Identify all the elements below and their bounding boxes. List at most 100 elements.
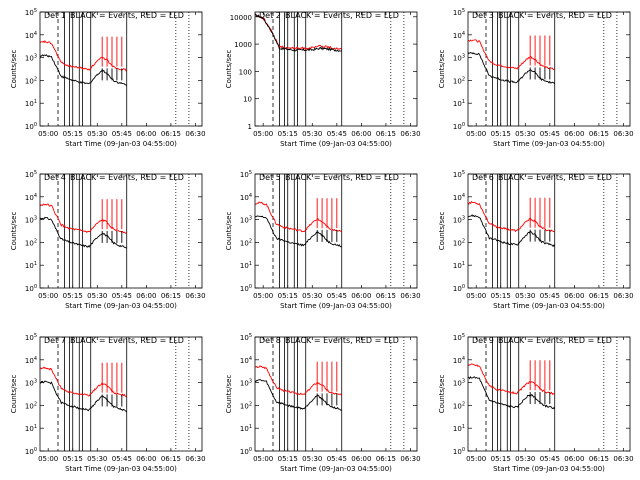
x-tick-label: 05:30	[302, 292, 322, 300]
x-tick-label: 06:15	[161, 292, 181, 300]
x-tick-label: 05:00	[253, 455, 273, 463]
y-tick-label: 100	[453, 122, 465, 131]
chart-title: Det 7	[44, 336, 66, 345]
x-tick-label: 06:00	[351, 455, 371, 463]
legend-text: BLACK = Events, RED = LLD	[498, 336, 612, 345]
y-tick-label: 103	[453, 216, 465, 225]
y-tick-label: 100	[240, 447, 252, 456]
y-tick-label: 101	[453, 261, 465, 270]
y-tick-label: 101	[453, 99, 465, 108]
x-tick-label: 05:00	[466, 292, 486, 300]
x-tick-label: 06:30	[400, 292, 420, 300]
x-tick-label: 05:15	[491, 130, 511, 138]
legend-text: BLACK = Events, RED = LLD	[70, 336, 184, 345]
x-tick-label: 06:00	[136, 130, 156, 138]
x-tick-label: 06:00	[351, 130, 371, 138]
y-tick-label: 100	[240, 284, 252, 293]
plot-frame	[254, 173, 418, 289]
series-line-events	[254, 13, 342, 53]
chart-panel-2: 05:00 05:15 05:30 05:45 06:00 06:15 06:30 1 10 10…	[225, 11, 421, 148]
legend-text: BLACK = Events, RED = LLD	[70, 11, 184, 20]
plot-frame	[467, 11, 631, 127]
y-tick-label: 101	[240, 261, 252, 270]
y-axis-label: Counts/sec	[438, 212, 446, 251]
chart-title: Det 2	[259, 11, 281, 20]
x-tick-label: 06:30	[185, 292, 205, 300]
legend-text: BLACK = Events, RED = LLD	[498, 11, 612, 20]
x-tick-label: 05:45	[327, 292, 347, 300]
y-tick-label: 103	[25, 54, 37, 63]
series-line-events	[39, 54, 127, 86]
chart-panel-4: 05:00 05:15 05:30 05:45 06:00 06:15 06:30 100 10…	[10, 170, 206, 310]
x-tick-label: 06:30	[185, 130, 205, 138]
x-axis-label: Start Time (09-Jan-03 04:55:00)	[65, 140, 177, 148]
plot-frame	[467, 173, 631, 289]
x-tick-label: 05:45	[540, 130, 560, 138]
y-tick-label: 101	[240, 424, 252, 433]
y-axis-label: Counts/sec	[438, 50, 446, 89]
chart-panel-7: 05:00 05:15 05:30 05:45 06:00 06:15 06:30 100 10…	[10, 333, 206, 473]
x-tick-label: 05:30	[515, 292, 535, 300]
y-tick-label: 1	[248, 123, 252, 131]
x-tick-label: 05:00	[253, 130, 273, 138]
legend-text: BLACK = Events, RED = LLD	[70, 173, 184, 182]
x-tick-label: 05:15	[491, 455, 511, 463]
y-axis-label: Counts/sec	[10, 212, 18, 251]
y-tick-label: 103	[240, 216, 252, 225]
x-tick-label: 05:45	[112, 130, 132, 138]
series-line-lld	[254, 201, 342, 233]
chart-title: Det 4	[44, 173, 66, 182]
y-tick-label: 100	[25, 447, 37, 456]
x-tick-label: 06:30	[400, 455, 420, 463]
x-tick-label: 06:30	[613, 455, 633, 463]
x-axis-label: Start Time (09-Jan-03 04:55:00)	[65, 465, 177, 473]
x-tick-label: 05:00	[38, 455, 58, 463]
x-axis-label: Start Time (09-Jan-03 04:55:00)	[280, 465, 392, 473]
series-line-lld	[39, 366, 127, 398]
x-tick-label: 05:00	[38, 292, 58, 300]
x-tick-label: 06:30	[400, 130, 420, 138]
y-tick-label: 102	[453, 238, 465, 247]
x-tick-label: 06:30	[613, 292, 633, 300]
x-tick-label: 05:00	[466, 455, 486, 463]
y-axis-label: Counts/sec	[225, 375, 233, 414]
plot-frame	[467, 336, 631, 452]
x-tick-label: 05:00	[466, 130, 486, 138]
x-tick-label: 06:15	[589, 292, 609, 300]
y-axis-label: Counts/sec	[225, 212, 233, 251]
series-line-events	[39, 216, 127, 249]
x-axis-label: Start Time (09-Jan-03 04:55:00)	[493, 465, 605, 473]
y-tick-label: 103	[25, 216, 37, 225]
legend-text: BLACK = Events, RED = LLD	[498, 173, 612, 182]
y-tick-label: 105	[25, 170, 37, 179]
y-tick-label: 105	[240, 333, 252, 342]
series-line-lld	[39, 203, 127, 234]
x-tick-label: 06:00	[564, 455, 584, 463]
y-tick-label: 102	[453, 76, 465, 85]
x-tick-label: 05:15	[63, 130, 83, 138]
y-tick-label: 102	[25, 76, 37, 85]
y-tick-label: 101	[25, 424, 37, 433]
x-axis-label: Start Time (09-Jan-03 04:55:00)	[280, 140, 392, 148]
chart-title: Det 8	[259, 336, 281, 345]
series-line-events	[467, 51, 556, 85]
plot-frame	[254, 336, 418, 452]
x-tick-label: 05:15	[63, 455, 83, 463]
legend-text: BLACK = Events, RED = LLD	[285, 336, 399, 345]
y-tick-label: 100	[239, 68, 252, 76]
y-tick-label: 104	[240, 356, 252, 365]
x-axis-label: Start Time (09-Jan-03 04:55:00)	[65, 302, 177, 310]
x-tick-label: 05:30	[87, 130, 107, 138]
y-tick-label: 103	[453, 54, 465, 63]
chart-panel-3: 05:00 05:15 05:30 05:45 06:00 06:15 06:30 100 10…	[438, 8, 634, 148]
series-line-lld	[254, 365, 342, 396]
y-tick-label: 102	[240, 238, 252, 247]
x-axis-label: Start Time (09-Jan-03 04:55:00)	[493, 140, 605, 148]
y-tick-label: 105	[453, 333, 465, 342]
y-tick-label: 105	[25, 8, 37, 17]
plot-frame	[39, 11, 203, 127]
y-tick-label: 102	[25, 238, 37, 247]
y-axis-label: Counts/sec	[225, 50, 233, 89]
y-tick-label: 103	[25, 379, 37, 388]
chart-title: Det 1	[44, 11, 66, 20]
